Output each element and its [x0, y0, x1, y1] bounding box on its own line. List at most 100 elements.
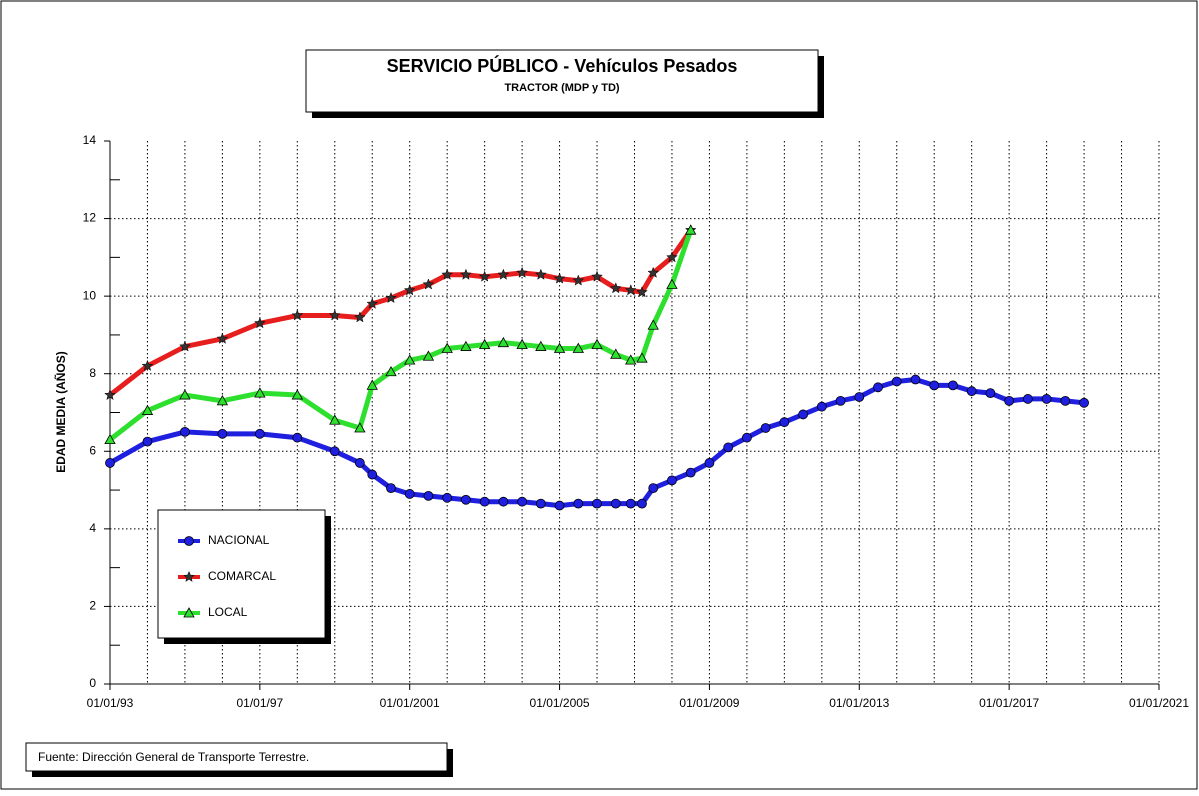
x-tick-label: 01/01/97 — [236, 696, 283, 710]
point — [385, 291, 397, 304]
point — [291, 309, 304, 321]
point — [1060, 395, 1071, 406]
point — [966, 386, 977, 397]
point — [498, 496, 509, 507]
x-tick-label: 01/01/2009 — [679, 696, 739, 710]
point — [104, 433, 116, 445]
point — [516, 266, 528, 278]
point — [354, 311, 366, 323]
x-tick-label: 01/01/2005 — [530, 696, 590, 710]
point — [403, 284, 416, 296]
point — [625, 498, 636, 509]
point — [1004, 395, 1015, 406]
point — [478, 338, 491, 350]
legend-marker — [183, 570, 195, 582]
x-tick-label: 01/01/2001 — [380, 696, 440, 710]
point — [647, 319, 659, 330]
y-tick-label: 10 — [83, 288, 97, 302]
point — [442, 492, 453, 503]
chart-title: SERVICIO PÚBLICO - Vehículos Pesados — [387, 55, 738, 76]
point — [636, 352, 648, 363]
title-box — [305, 49, 819, 113]
point — [624, 284, 637, 296]
point — [479, 496, 490, 507]
point — [423, 490, 434, 501]
point — [636, 286, 648, 298]
point — [685, 467, 696, 478]
point — [816, 401, 827, 412]
y-tick-label: 12 — [83, 211, 97, 225]
point — [647, 266, 660, 278]
point — [798, 409, 808, 420]
point — [910, 374, 921, 385]
point — [141, 404, 154, 415]
point — [572, 274, 585, 286]
point — [741, 432, 752, 443]
point — [366, 379, 378, 390]
point — [572, 342, 584, 353]
point — [610, 348, 622, 359]
point — [779, 417, 790, 428]
point — [625, 354, 637, 365]
point — [704, 458, 715, 468]
point — [637, 498, 647, 509]
point — [386, 483, 396, 494]
point — [1079, 397, 1089, 408]
point — [591, 270, 603, 282]
source-note: Fuente: Dirección General de Transporte … — [38, 750, 309, 764]
point — [948, 380, 958, 391]
x-tick-label: 01/01/93 — [87, 696, 134, 710]
point — [554, 500, 565, 511]
point — [592, 498, 602, 509]
point — [254, 387, 266, 398]
legend-label: LOCAL — [208, 605, 248, 619]
point — [422, 350, 435, 361]
point — [104, 388, 116, 401]
point — [553, 342, 566, 353]
y-axis-label: EDAD MEDIA (AÑOS) — [53, 351, 68, 473]
point — [366, 297, 379, 309]
point — [666, 278, 678, 289]
y-tick-label: 8 — [89, 366, 96, 380]
point — [216, 332, 229, 344]
point — [179, 389, 191, 400]
point — [648, 483, 659, 494]
y-tick-label: 4 — [89, 521, 96, 535]
point — [385, 365, 397, 377]
source-box — [25, 742, 448, 772]
point — [610, 498, 621, 509]
legend-marker — [184, 536, 194, 546]
point — [253, 317, 266, 329]
point — [985, 388, 996, 399]
point — [723, 442, 734, 453]
point — [497, 336, 510, 348]
point — [760, 423, 771, 433]
chart-subtitle: TRACTOR (MDP y TD) — [504, 82, 619, 94]
point — [404, 489, 415, 499]
point — [180, 426, 190, 437]
point — [422, 278, 435, 290]
point — [441, 342, 453, 353]
point — [367, 469, 378, 480]
point — [478, 270, 491, 282]
point — [535, 340, 547, 351]
y-tick-label: 14 — [83, 133, 97, 147]
point — [497, 268, 510, 280]
point — [516, 338, 528, 350]
point — [404, 354, 416, 365]
point — [1041, 394, 1052, 404]
point — [460, 268, 472, 280]
point — [854, 392, 865, 402]
point — [142, 436, 153, 447]
point — [535, 498, 546, 509]
point — [328, 309, 341, 321]
point — [354, 458, 365, 468]
point — [461, 494, 471, 505]
point — [460, 340, 472, 351]
y-tick-label: 6 — [89, 443, 96, 457]
point — [254, 428, 265, 439]
point — [929, 380, 940, 391]
point — [573, 498, 584, 509]
point — [667, 475, 677, 486]
